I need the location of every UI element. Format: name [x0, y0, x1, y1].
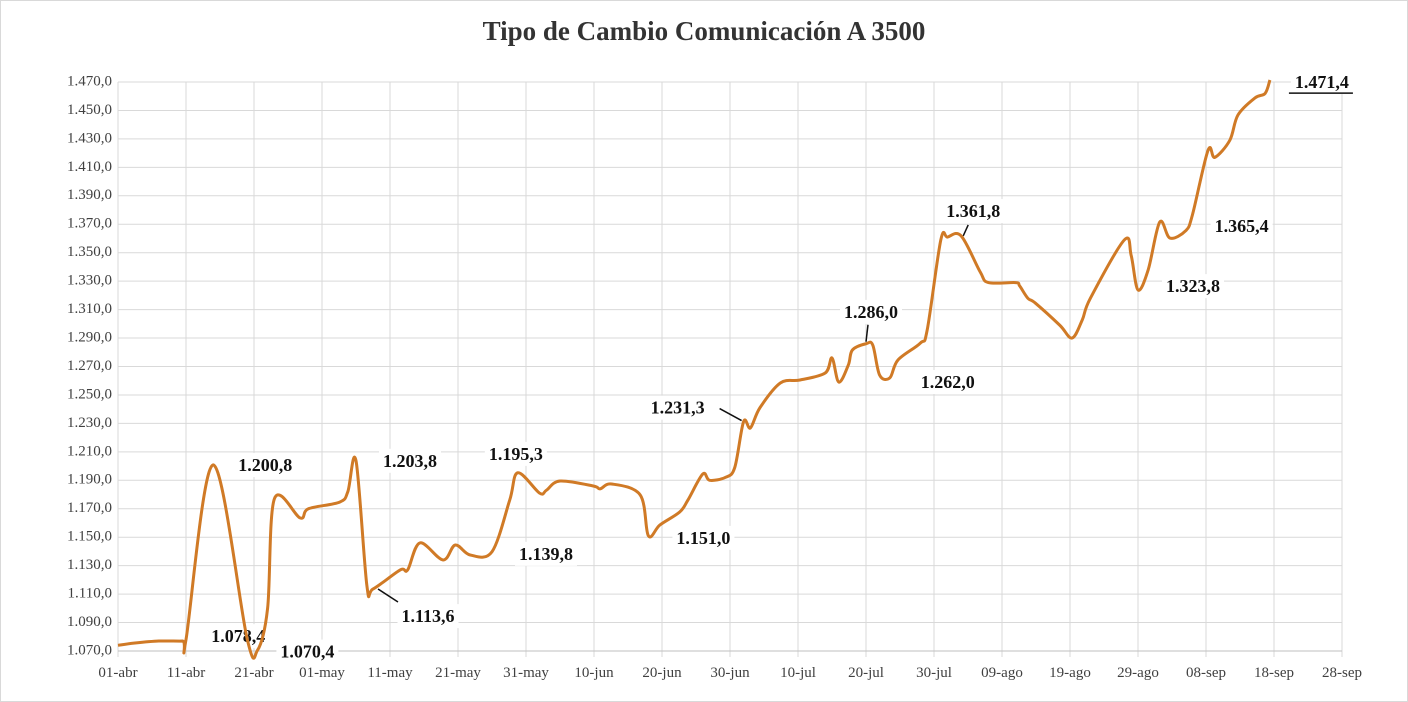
x-tick-label: 10-jun: [574, 665, 614, 681]
data-label: 1.078,4: [211, 626, 265, 646]
x-tick-label: 09-ago: [981, 665, 1023, 681]
y-tick-label: 1.210,0: [67, 443, 112, 459]
y-tick-label: 1.250,0: [67, 386, 112, 402]
x-tick-label: 11-abr: [167, 665, 206, 681]
data-label: 1.323,8: [1166, 276, 1220, 296]
y-tick-label: 1.070,0: [67, 642, 112, 658]
data-label: 1.262,0: [921, 372, 975, 392]
label-background: [840, 299, 902, 324]
lines: [117, 79, 1272, 660]
y-tick-label: 1.330,0: [67, 273, 112, 289]
y-tick-label: 1.290,0: [67, 329, 112, 345]
y-tick-label: 1.310,0: [67, 301, 112, 317]
series-line: [117, 79, 1272, 660]
x-tick-label: 08-sep: [1186, 665, 1226, 681]
x-tick-label: 11-may: [367, 665, 413, 681]
label-background: [646, 395, 709, 420]
data-label: 1.151,0: [676, 528, 730, 548]
leader-line: [865, 324, 869, 342]
x-tick-label: 29-ago: [1117, 665, 1159, 681]
label-background: [207, 624, 270, 649]
data-label: 1.139,8: [519, 544, 573, 564]
label-background: [942, 199, 1005, 224]
y-tick-label: 1.370,0: [67, 216, 112, 232]
y-tick-label: 1.110,0: [68, 586, 112, 602]
x-tick-label: 20-jun: [642, 665, 682, 681]
y-tick-label: 1.390,0: [67, 187, 112, 203]
label-background: [916, 370, 979, 395]
x-tick-label: 28-sep: [1322, 665, 1362, 681]
label-background: [484, 441, 547, 466]
chart-title: Tipo de Cambio Comunicación A 3500: [483, 16, 926, 46]
y-tick-label: 1.270,0: [67, 358, 112, 374]
data-label: 1.195,3: [489, 444, 543, 464]
label-background: [234, 453, 297, 478]
data-label: 1.365,4: [1215, 216, 1269, 236]
data-label: 1.286,0: [844, 302, 898, 322]
x-tick-label: 01-may: [299, 665, 345, 681]
x-tick-label: 19-ago: [1049, 665, 1091, 681]
y-tick-label: 1.450,0: [67, 102, 112, 118]
x-tick-label: 21-abr: [234, 665, 273, 681]
x-tick-label: 30-jul: [916, 665, 952, 681]
y-tick-label: 1.350,0: [67, 244, 112, 260]
data-label: 1.113,6: [401, 606, 454, 626]
label-background: [1162, 274, 1224, 299]
label-background: [1210, 213, 1273, 238]
y-tick-label: 1.170,0: [67, 500, 112, 516]
x-tick-label: 30-jun: [710, 665, 750, 681]
leader-line: [377, 588, 399, 603]
label-background: [1290, 70, 1353, 95]
x-tick-label: 18-sep: [1254, 665, 1294, 681]
x-tick-label: 10-jul: [780, 665, 816, 681]
label-background: [379, 448, 441, 473]
y-tick-label: 1.230,0: [67, 415, 112, 431]
x-tick-label: 20-jul: [848, 665, 884, 681]
label-background: [397, 604, 459, 629]
y-tick-label: 1.410,0: [67, 159, 112, 175]
data-label: 1.361,8: [946, 201, 1000, 221]
data-label: 1.203,8: [383, 451, 437, 471]
data-label: 1.471,4: [1295, 72, 1349, 92]
x-tick-label: 01-abr: [98, 665, 137, 681]
data-label: 1.070,4: [280, 642, 334, 662]
label-background: [276, 639, 339, 664]
x-tick-label: 21-may: [435, 665, 481, 681]
annotations: 1.200,8 1.078,4 1.070,4 1.203,8 1.113,6 1.195…: [207, 70, 1353, 664]
y-tick-label: 1.150,0: [67, 529, 112, 545]
y-tick-label: 1.190,0: [67, 472, 112, 488]
y-tick-label: 1.090,0: [67, 614, 112, 630]
y-tick-label: 1.130,0: [67, 557, 112, 573]
label-background: [515, 541, 577, 566]
x-tick-label: 31-may: [503, 665, 549, 681]
leader-line: [962, 224, 969, 237]
leader-line: [719, 407, 742, 422]
label-background: [672, 525, 735, 550]
y-tick-label: 1.470,0: [67, 73, 112, 89]
data-label: 1.200,8: [238, 455, 292, 475]
data-label: 1.231,3: [651, 398, 705, 418]
y-tick-label: 1.430,0: [67, 130, 112, 146]
